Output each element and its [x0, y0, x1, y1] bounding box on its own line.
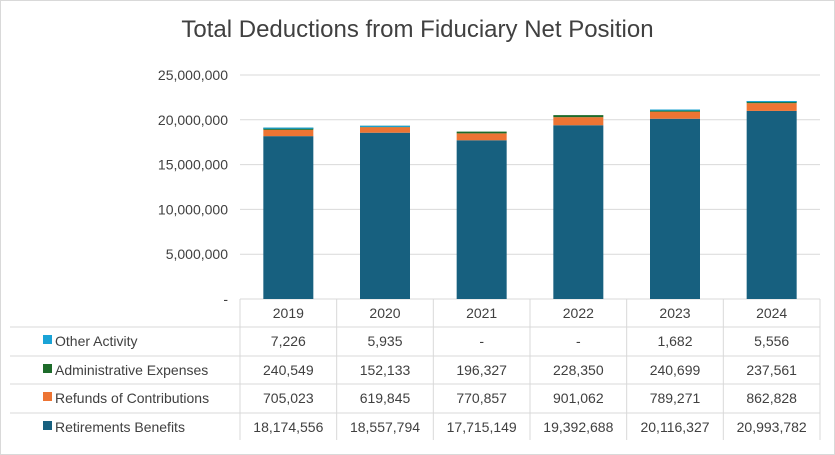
bar-refunds-of-contributions-2022 [553, 117, 604, 126]
bar-administrative-expenses-2022 [553, 115, 604, 118]
table-cell: 237,561 [746, 362, 797, 378]
bar-other-activity-2019 [263, 127, 314, 129]
table-cell: 705,023 [263, 390, 314, 406]
legend-key-administrative-expenses [43, 364, 52, 373]
bar-refunds-of-contributions-2023 [650, 111, 700, 119]
legend-label: Administrative Expenses [55, 362, 208, 378]
legend-label: Refunds of Contributions [55, 390, 209, 406]
table-cell: 1,682 [657, 333, 692, 349]
table-cell: 7,226 [271, 333, 306, 349]
table-cell: 17,715,149 [447, 419, 517, 435]
bar-other-activity-2023 [650, 109, 700, 111]
bar-retirements-benefits-2019 [263, 136, 314, 299]
table-cell: 901,062 [553, 390, 604, 406]
bar-refunds-of-contributions-2019 [263, 129, 314, 137]
table-cell: 19,392,688 [543, 419, 613, 435]
x-tick-label: 2024 [756, 305, 787, 321]
table-cell: 18,557,794 [350, 419, 420, 435]
table-cell: 240,699 [650, 362, 701, 378]
x-tick-label: 2021 [466, 305, 497, 321]
bar-refunds-of-contributions-2020 [360, 127, 410, 133]
y-tick-label: 5,000,000 [166, 246, 228, 262]
y-tick-label: - [223, 291, 228, 307]
table-cell: 240,549 [263, 362, 314, 378]
x-tick-label: 2019 [273, 305, 304, 321]
table-cell: 5,556 [754, 333, 789, 349]
legend-key-other-activity [43, 335, 52, 344]
table-cell: - [479, 333, 484, 349]
legend-key-retirements-benefits [43, 421, 52, 430]
table-cell: 789,271 [650, 390, 701, 406]
legend-key-refunds-of-contributions [43, 392, 52, 401]
table-cell: 152,133 [360, 362, 411, 378]
bar-refunds-of-contributions-2021 [456, 133, 507, 141]
table-cell: - [576, 333, 581, 349]
bar-other-activity-2024 [746, 100, 797, 103]
y-tick-label: 20,000,000 [158, 112, 228, 128]
bar-retirements-benefits-2021 [456, 140, 507, 299]
chart-title: Total Deductions from Fiduciary Net Posi… [181, 16, 654, 43]
bar-retirements-benefits-2022 [553, 125, 604, 299]
x-tick-label: 2023 [659, 305, 690, 321]
bar-retirements-benefits-2020 [360, 132, 410, 299]
table-cell: 196,327 [456, 362, 507, 378]
y-tick-label: 25,000,000 [158, 67, 228, 83]
legend-label: Retirements Benefits [55, 419, 185, 435]
bar-retirements-benefits-2023 [650, 118, 700, 299]
table-cell: 20,993,782 [737, 419, 807, 435]
bar-retirements-benefits-2024 [746, 110, 797, 299]
table-cell: 770,857 [456, 390, 507, 406]
table-cell: 228,350 [553, 362, 604, 378]
bar-administrative-expenses-2021 [456, 131, 507, 134]
x-tick-label: 2022 [563, 305, 594, 321]
y-tick-label: 10,000,000 [158, 201, 228, 217]
legend-label: Other Activity [55, 333, 137, 349]
table-cell: 619,845 [360, 390, 411, 406]
x-tick-label: 2020 [369, 305, 400, 321]
y-tick-label: 15,000,000 [158, 157, 228, 173]
bar-refunds-of-contributions-2024 [746, 103, 797, 111]
table-cell: 18,174,556 [253, 419, 323, 435]
table-cell: 20,116,327 [640, 419, 709, 435]
bar-other-activity-2020 [360, 125, 410, 127]
table-cell: 862,828 [746, 390, 797, 406]
table-cell: 5,935 [367, 333, 402, 349]
